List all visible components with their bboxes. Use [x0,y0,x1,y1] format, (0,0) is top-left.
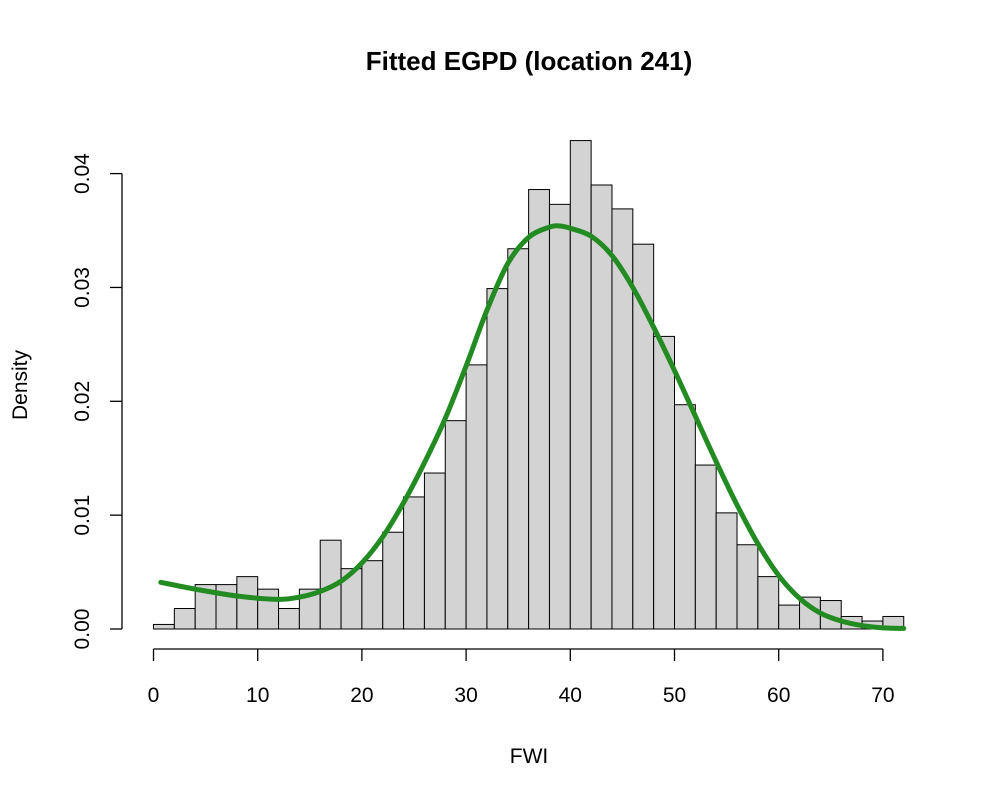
histogram-bar [278,608,300,630]
histogram-bar [507,248,530,630]
histogram-bar [423,472,446,630]
x-tick-label: 0 [148,684,160,707]
histogram-bar [569,140,592,630]
histogram-bar [173,608,196,630]
y-tick-label: 0.03 [71,267,94,308]
x-tick-label: 10 [246,684,269,707]
histogram-bar [444,420,467,630]
y-tick-label: 0.01 [71,495,94,536]
x-tick-label: 50 [663,684,686,707]
y-axis: 0.00 0.01 0.02 0.03 0.04 [71,153,123,650]
histogram-bar [361,560,384,630]
y-axis-label: Density [9,349,32,420]
histogram-bar [403,496,425,630]
x-tick-label: 40 [559,684,582,707]
y-tick-label: 0.04 [71,153,94,194]
fitted-curve-group [158,223,907,631]
histogram-bar [236,576,259,630]
chart-title: Fitted EGPD (location 241) [366,46,693,76]
histogram-bars [153,140,905,630]
histogram-bar [736,544,759,630]
y-tick-label: 0.00 [71,609,94,650]
fitted-egpd-curve [158,223,907,631]
x-axis-label: FWI [510,745,548,768]
histogram-bar [715,512,738,630]
histogram-bar [257,588,280,630]
histogram-bar [548,203,571,630]
histogram-bar [382,531,405,630]
x-axis: 0 10 20 30 40 50 60 70 [148,648,895,707]
histogram-bar [486,288,509,630]
x-tick-label: 30 [454,684,477,707]
x-tick-label: 20 [350,684,373,707]
histogram-bar [528,189,550,630]
histogram-bar [757,576,780,630]
histogram-bar [465,364,488,630]
histogram-bar [153,623,175,630]
histogram-bar [778,604,801,630]
x-tick-label: 70 [871,684,894,707]
x-tick-label: 60 [767,684,790,707]
y-tick-label: 0.02 [71,381,94,422]
histogram-bar [653,335,675,630]
histogram-bar [694,464,717,630]
histogram-bar [674,404,696,630]
